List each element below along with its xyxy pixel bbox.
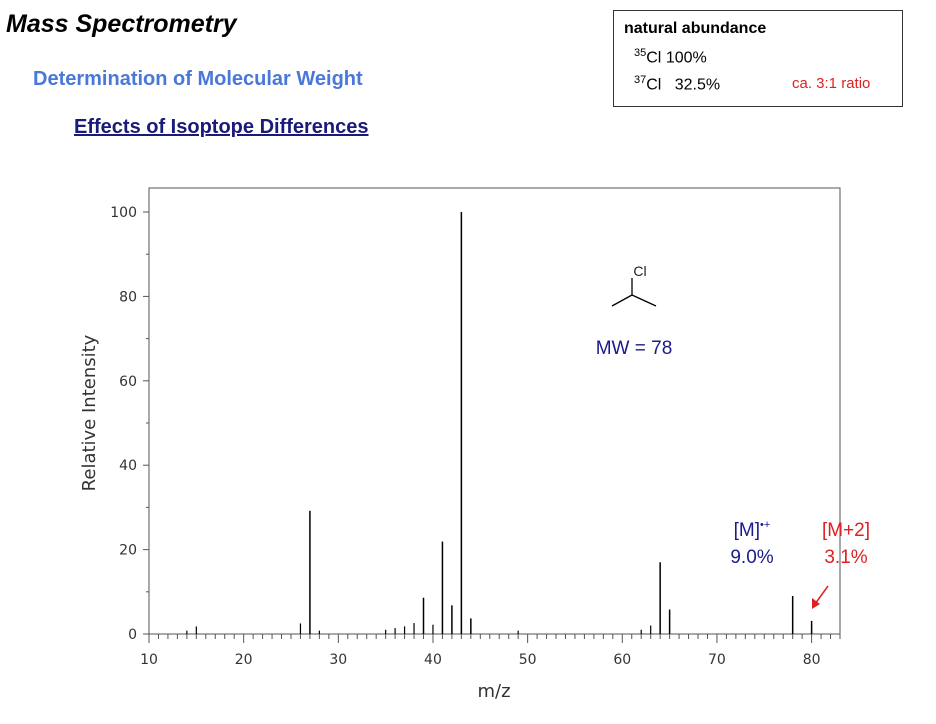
ratio-note: ca. 3:1 ratio: [792, 75, 871, 92]
page-title: Mass Spectrometry: [6, 10, 237, 38]
y-axis-label: Relative Intensity: [79, 334, 100, 491]
mass-number: 35: [634, 47, 647, 59]
bond: [631, 294, 657, 307]
abundance-row-cl35: 35Cl 100%: [634, 47, 707, 67]
radical-cation-symbol: •+: [760, 519, 770, 531]
x-tick-label: 30: [329, 652, 347, 668]
page-subtitle: Determination of Molecular Weight: [33, 68, 363, 90]
abundance-row-cl37: 37Cl 32.5%: [634, 74, 720, 94]
y-tick-label: 0: [128, 627, 137, 643]
m-plus-2-value: 3.1%: [824, 547, 867, 568]
section-heading: Effects of Isoptope Differences: [74, 116, 369, 138]
y-tick-label: 80: [119, 289, 137, 305]
x-tick-label: 70: [708, 652, 726, 668]
mass-number: 37: [634, 74, 647, 86]
element-symbol: Cl: [646, 49, 662, 67]
x-tick-label: 50: [519, 652, 537, 668]
plot-frame: [148, 187, 841, 635]
bond: [611, 294, 633, 307]
natural-abundance-box: natural abundance 35Cl 100% 37Cl 32.5% c…: [613, 10, 903, 107]
y-tick-label: 100: [110, 205, 137, 221]
element-symbol: Cl: [646, 76, 662, 94]
x-tick-label: 40: [424, 652, 442, 668]
m-plus-2-label: [M+2]: [822, 520, 870, 541]
molecular-ion-label: [M]•+: [734, 519, 771, 541]
m-label: [M]: [734, 520, 760, 541]
molecular-ion-value: 9.0%: [730, 547, 773, 568]
x-tick-label: 20: [235, 652, 253, 668]
x-tick-label: 10: [140, 652, 158, 668]
y-tick-label: 40: [119, 458, 137, 474]
x-tick-label: 80: [803, 652, 821, 668]
abundance-heading: natural abundance: [624, 20, 767, 37]
x-axis-label: m/z: [477, 681, 510, 702]
y-tick-label: 20: [119, 543, 137, 559]
chlorine-atom-label: Cl: [633, 263, 646, 279]
molecular-weight-label: MW = 78: [596, 338, 673, 359]
abundance-value: 32.5%: [674, 76, 721, 94]
abundance-value: 100%: [665, 49, 707, 67]
y-tick-label: 60: [119, 374, 137, 390]
x-tick-label: 60: [613, 652, 631, 668]
arrow-icon: [812, 585, 829, 609]
molecule-structure: Cl: [611, 263, 657, 307]
